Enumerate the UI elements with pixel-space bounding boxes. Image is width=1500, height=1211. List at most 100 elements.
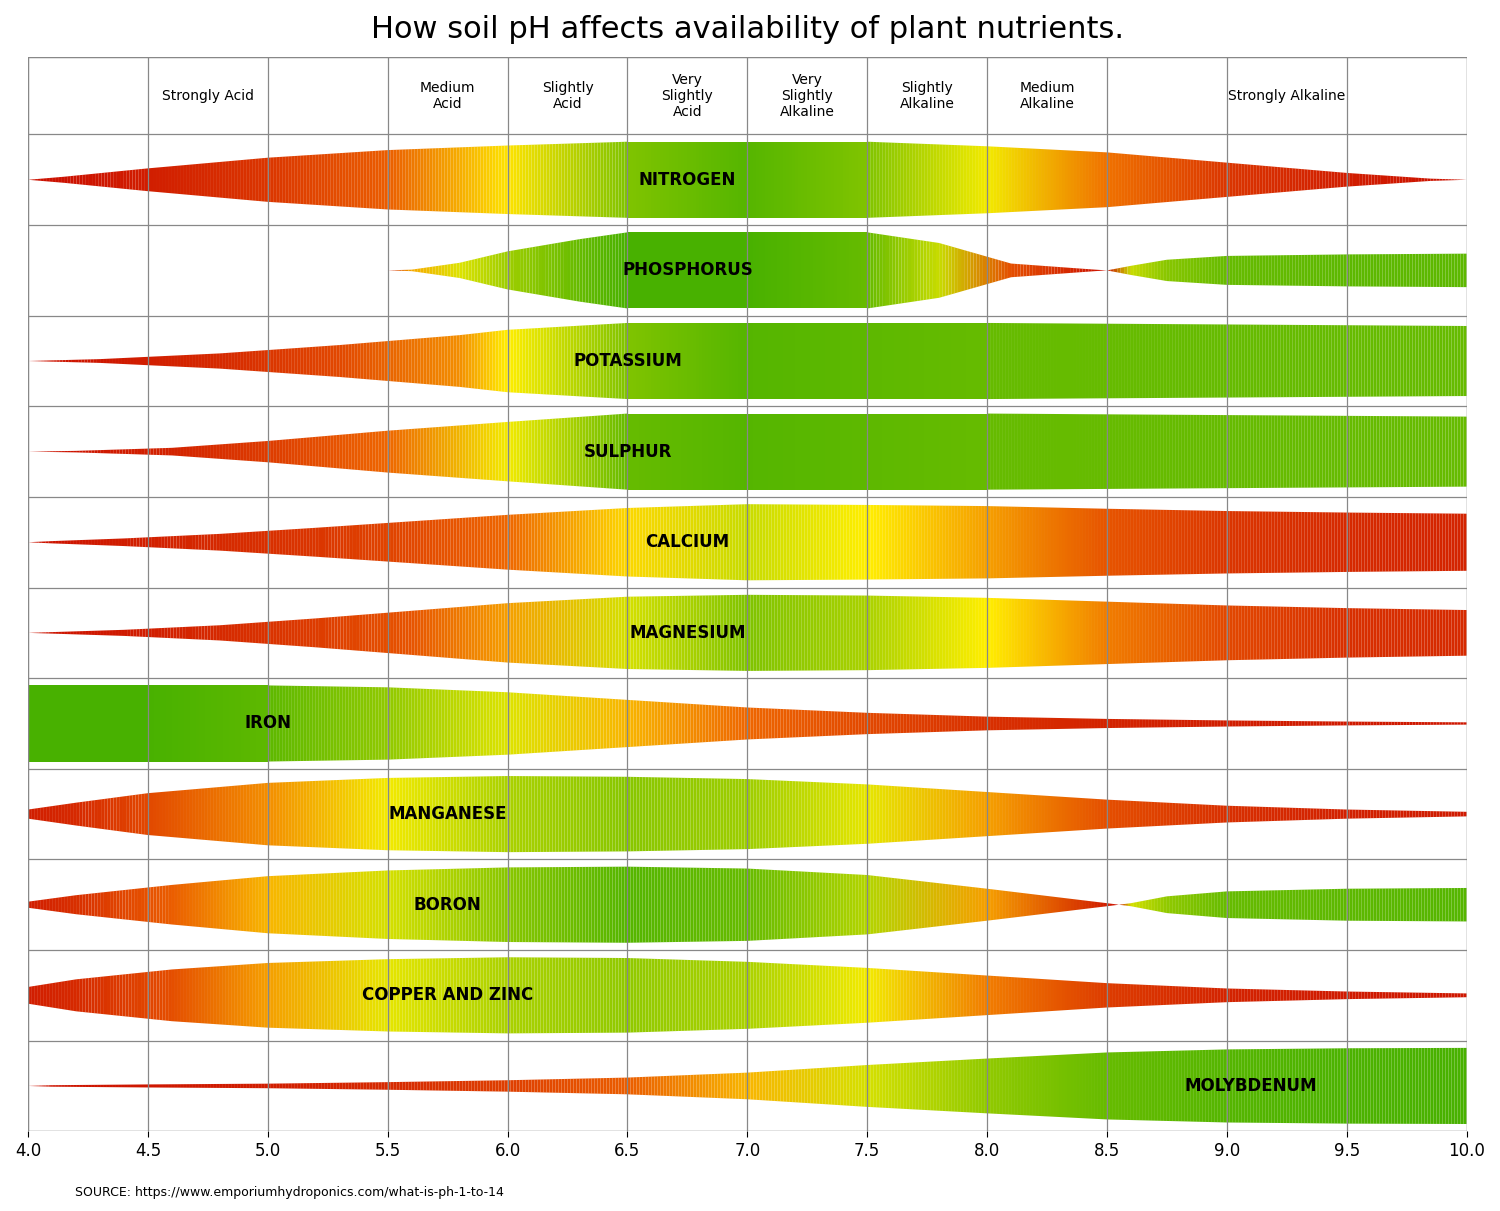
Polygon shape	[154, 1084, 158, 1087]
Polygon shape	[1335, 512, 1338, 572]
Polygon shape	[1233, 805, 1236, 822]
Polygon shape	[1059, 980, 1062, 1010]
Polygon shape	[858, 874, 861, 935]
Polygon shape	[278, 349, 280, 373]
Polygon shape	[411, 269, 414, 271]
Polygon shape	[1242, 606, 1245, 660]
Polygon shape	[501, 867, 504, 942]
Polygon shape	[582, 143, 585, 217]
Polygon shape	[726, 505, 729, 580]
Polygon shape	[672, 596, 675, 670]
Polygon shape	[220, 162, 224, 197]
Polygon shape	[960, 145, 963, 214]
Polygon shape	[76, 978, 80, 1011]
Polygon shape	[1383, 1049, 1386, 1124]
Polygon shape	[1461, 993, 1464, 998]
Polygon shape	[94, 893, 98, 917]
Polygon shape	[1326, 809, 1329, 820]
Polygon shape	[148, 168, 152, 191]
Polygon shape	[513, 515, 516, 570]
Polygon shape	[981, 792, 984, 837]
Polygon shape	[1140, 1051, 1143, 1120]
Polygon shape	[828, 966, 831, 1025]
Polygon shape	[1236, 606, 1239, 660]
Polygon shape	[262, 1084, 266, 1089]
Polygon shape	[146, 793, 148, 836]
Polygon shape	[374, 1083, 375, 1090]
Polygon shape	[921, 144, 924, 216]
Polygon shape	[1401, 513, 1404, 572]
Polygon shape	[1089, 269, 1092, 271]
Polygon shape	[202, 354, 206, 368]
Polygon shape	[302, 874, 304, 935]
Polygon shape	[744, 779, 747, 849]
Polygon shape	[1449, 993, 1452, 998]
Polygon shape	[729, 595, 732, 671]
Polygon shape	[804, 1069, 807, 1103]
Polygon shape	[417, 869, 420, 940]
Polygon shape	[184, 165, 188, 195]
Polygon shape	[1128, 985, 1131, 1006]
Polygon shape	[1386, 609, 1389, 658]
Polygon shape	[735, 505, 738, 580]
Polygon shape	[310, 437, 314, 466]
Polygon shape	[1278, 607, 1281, 659]
Polygon shape	[972, 323, 975, 400]
Polygon shape	[1284, 890, 1287, 919]
Polygon shape	[834, 784, 837, 845]
Polygon shape	[1278, 415, 1281, 488]
Polygon shape	[747, 707, 750, 740]
Polygon shape	[238, 785, 242, 843]
Polygon shape	[1221, 988, 1224, 1003]
Polygon shape	[492, 331, 495, 391]
Polygon shape	[540, 694, 543, 752]
Polygon shape	[106, 449, 109, 453]
Polygon shape	[1056, 414, 1059, 489]
Polygon shape	[230, 965, 232, 1026]
Polygon shape	[798, 710, 801, 737]
Polygon shape	[254, 784, 257, 844]
Polygon shape	[609, 1078, 612, 1094]
Polygon shape	[170, 685, 172, 762]
Polygon shape	[1272, 1049, 1275, 1123]
Polygon shape	[1164, 259, 1167, 281]
Polygon shape	[813, 142, 816, 218]
Polygon shape	[675, 777, 678, 850]
Polygon shape	[1179, 986, 1182, 1004]
Polygon shape	[909, 414, 912, 489]
Polygon shape	[519, 145, 522, 214]
Polygon shape	[189, 626, 192, 639]
Polygon shape	[387, 340, 390, 381]
Polygon shape	[879, 596, 882, 670]
Title: How soil pH affects availability of plant nutrients.: How soil pH affects availability of plan…	[370, 15, 1124, 44]
Polygon shape	[198, 626, 201, 639]
Polygon shape	[1416, 889, 1419, 922]
Polygon shape	[1050, 718, 1053, 729]
Polygon shape	[236, 160, 238, 199]
Polygon shape	[1284, 989, 1287, 1000]
Polygon shape	[585, 510, 588, 574]
Polygon shape	[672, 959, 675, 1032]
Polygon shape	[735, 595, 738, 671]
Polygon shape	[226, 533, 230, 551]
Polygon shape	[92, 450, 94, 453]
Polygon shape	[120, 171, 123, 189]
Polygon shape	[903, 323, 906, 400]
Text: Strongly Acid: Strongly Acid	[162, 88, 254, 103]
Polygon shape	[320, 618, 322, 648]
Polygon shape	[798, 142, 801, 218]
Polygon shape	[513, 603, 516, 664]
Polygon shape	[1065, 507, 1068, 576]
Polygon shape	[1227, 511, 1230, 574]
Polygon shape	[726, 962, 729, 1029]
Polygon shape	[1272, 890, 1275, 919]
Polygon shape	[1146, 603, 1149, 662]
Polygon shape	[1137, 901, 1140, 908]
Polygon shape	[368, 151, 370, 208]
Polygon shape	[1125, 1052, 1128, 1120]
Polygon shape	[1053, 150, 1056, 210]
Polygon shape	[777, 233, 780, 309]
Polygon shape	[1040, 265, 1042, 275]
Polygon shape	[966, 323, 969, 400]
Polygon shape	[100, 1085, 104, 1087]
